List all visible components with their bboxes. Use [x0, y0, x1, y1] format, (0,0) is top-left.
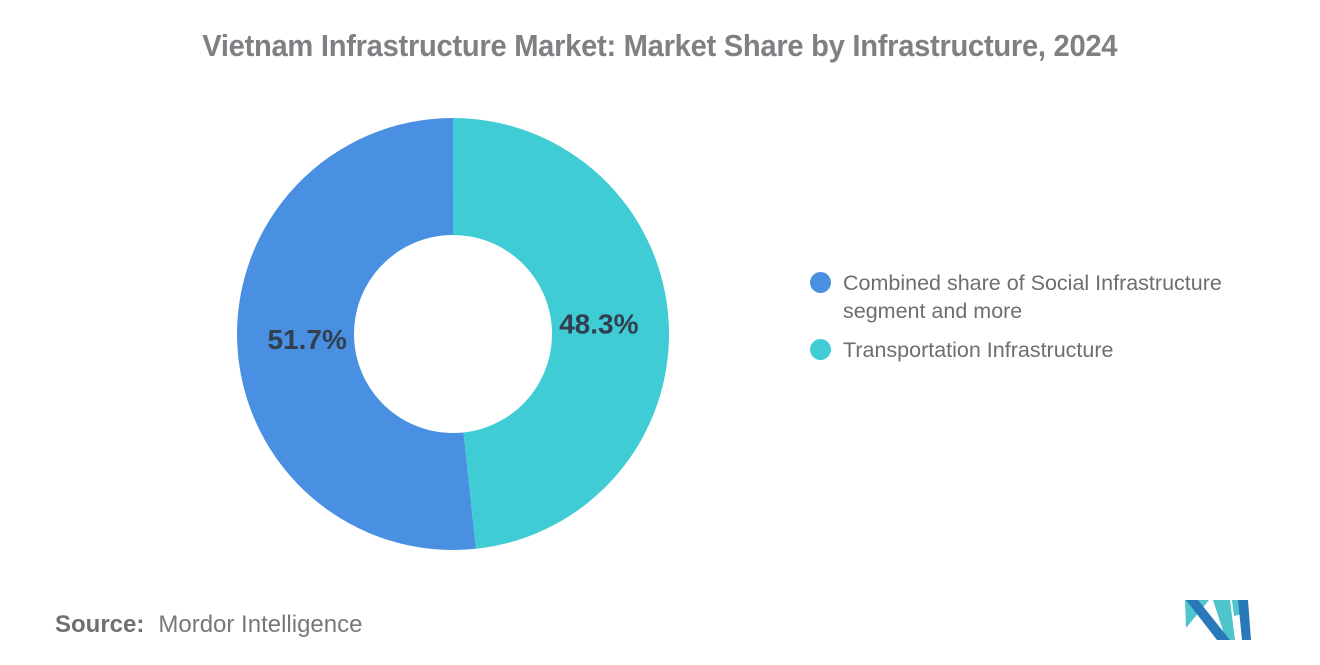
- source-text: Mordor Intelligence: [158, 611, 363, 638]
- source-line: Source: Mordor Intelligence: [55, 611, 362, 639]
- mordor-intelligence-logo: [1185, 600, 1251, 640]
- donut-slice-0[interactable]: [237, 118, 476, 550]
- slice-label-1: 48.3%: [559, 309, 638, 340]
- legend-label-line: Transportation Infrastructure: [843, 338, 1114, 362]
- legend-item-transportation-infrastructure[interactable]: Transportation Infrastructure: [810, 336, 1222, 364]
- legend-swatch-icon: [810, 272, 831, 293]
- legend-item-label: Transportation Infrastructure: [843, 336, 1113, 364]
- legend: Combined share of Social Infrastructure …: [810, 269, 1222, 364]
- legend-label-line: segment and more: [843, 299, 1023, 323]
- chart-title: Vietnam Infrastructure Market: Market Sh…: [0, 28, 1320, 64]
- chart-title-text: Vietnam Infrastructure Market: Market Sh…: [202, 28, 1118, 63]
- legend-label-line: Combined share of Social Infrastructure: [843, 271, 1222, 295]
- legend-item-social-infrastructure[interactable]: Combined share of Social Infrastructure …: [810, 269, 1222, 325]
- logo-shape: [1238, 600, 1251, 640]
- legend-item-label: Combined share of Social Infrastructure …: [843, 269, 1222, 325]
- source-label: Source:: [55, 611, 145, 638]
- legend-swatch-icon: [810, 339, 831, 360]
- slice-label-0: 51.7%: [267, 324, 346, 355]
- donut-slice-1[interactable]: [453, 118, 669, 549]
- donut-chart: 51.7% 48.3%: [237, 118, 669, 550]
- logo-shape: [1213, 600, 1235, 640]
- logo-shape: [1186, 600, 1230, 640]
